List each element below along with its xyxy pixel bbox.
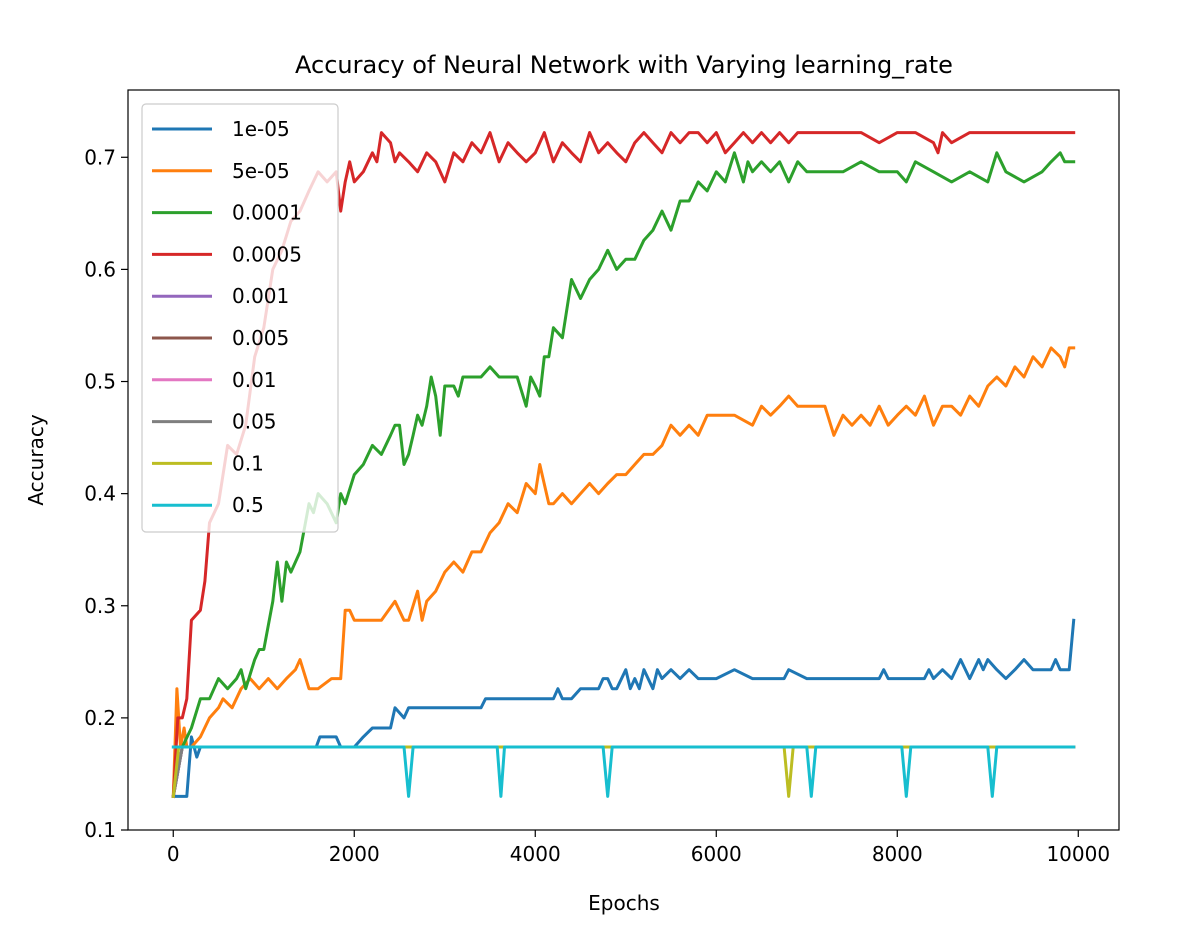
legend-label-2: 0.0001: [232, 201, 302, 225]
chart-title: Accuracy of Neural Network with Varying …: [295, 51, 953, 79]
legend-label-3: 0.0005: [232, 242, 302, 266]
x-tick-label: 10000: [1046, 842, 1110, 866]
x-tick-label: 6000: [691, 842, 742, 866]
x-axis: 0 2000 4000 6000 8000 10000: [167, 830, 1110, 866]
legend-label-0: 1e-05: [232, 117, 290, 141]
y-axis-label: Accuracy: [24, 414, 48, 505]
y-tick-label: 0.4: [84, 482, 116, 506]
y-tick-label: 0.3: [84, 594, 116, 618]
legend: 1e-05 5e-05 0.0001 0.0005 0.001 0.005 0.01 0.05…: [141, 103, 339, 533]
legend-label-6: 0.01: [232, 368, 277, 392]
x-tick-label: 4000: [510, 842, 561, 866]
legend-label-5: 0.005: [232, 326, 289, 350]
series-line-1: [171, 346, 1076, 798]
y-tick-label: 0.6: [84, 257, 116, 281]
x-tick-label: 8000: [872, 842, 923, 866]
y-tick-label: 0.2: [84, 706, 116, 730]
x-axis-label: Epochs: [588, 891, 660, 915]
y-tick-label: 0.1: [84, 818, 116, 842]
legend-label-9: 0.5: [232, 493, 264, 517]
legend-label-8: 0.1: [232, 451, 264, 475]
y-tick-label: 0.7: [84, 145, 116, 169]
plot-frame: [127, 89, 1120, 831]
y-axis: 0.1 0.2 0.3 0.4 0.5 0.6 0.7: [84, 145, 128, 842]
x-tick-label: 2000: [329, 842, 380, 866]
x-tick-label: 0: [167, 842, 180, 866]
legend-label-7: 0.05: [232, 410, 277, 434]
legend-label-1: 5e-05: [232, 159, 290, 183]
legend-items: 1e-05 5e-05 0.0001 0.0005 0.001 0.005 0.01 0.05…: [152, 117, 302, 517]
series-line-2: [171, 151, 1076, 799]
series-line-9: [171, 745, 1076, 798]
legend-box: [141, 103, 339, 533]
y-tick-label: 0.5: [84, 370, 116, 394]
legend-label-4: 0.001: [232, 284, 289, 308]
